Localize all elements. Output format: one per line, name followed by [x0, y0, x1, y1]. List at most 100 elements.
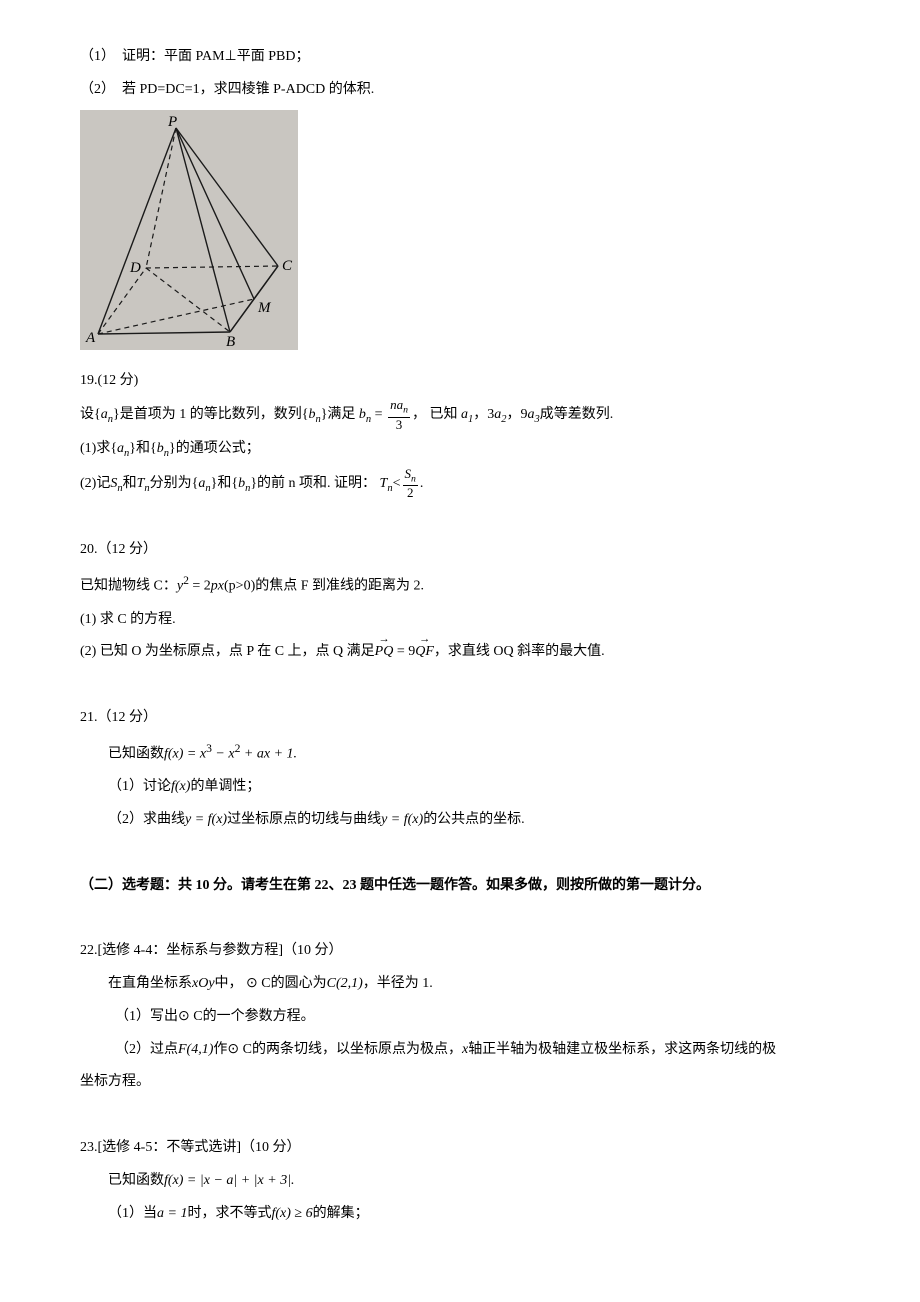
spacer [80, 670, 860, 701]
q22-l3: （2）过点F(4,1)作⊙ C的两条切线，以坐标原点为极点，x轴正半轴为极轴建立… [80, 1035, 860, 1066]
eq: = [371, 407, 386, 422]
q19-header: 19.(12 分) [80, 366, 860, 397]
t: 的单调性； [190, 779, 260, 794]
t: （1）写出 [115, 1009, 178, 1024]
q22-l1: 在直角坐标系xOy中， ⊙ C的圆心为C(2,1)，半径为 1. [80, 969, 860, 1000]
frac-nan3: nan3 [388, 398, 410, 432]
q21-l3: （2）求曲线y = f(x)过坐标原点的切线与曲线y = f(x)的公共点的坐标… [80, 805, 860, 836]
circC: ⊙ C [246, 976, 271, 991]
section2-title: （二）选考题：共 10 分。请考生在第 22、23 题中任选一题作答。如果多做，… [80, 871, 860, 902]
t: 的两条切线，以坐标原点为极点， [252, 1042, 462, 1057]
q20-l1: 已知抛物线 C：y2 = 2px(p>0)的焦点 F 到准线的距离为 2. [80, 568, 860, 602]
label-A: A [85, 330, 96, 346]
bn: bn [238, 476, 250, 491]
t: 已知函数 [108, 1173, 164, 1188]
C21: C(2,1) [327, 976, 363, 991]
Tn2: Tn [380, 476, 393, 491]
t: (2)记 [80, 476, 110, 491]
spacer [80, 838, 860, 869]
q21-l1: 已知函数f(x) = x3 − x2 + ax + 1. [80, 736, 860, 770]
t: 的公共点的坐标. [423, 812, 525, 827]
circC: ⊙ C [227, 1042, 252, 1057]
Tn: Tn [137, 476, 150, 491]
t: }的前 n 项和. 证明： [250, 476, 376, 491]
t: ，求直线 OQ 斜率的最大值. [434, 644, 605, 659]
bn: bn [308, 407, 320, 422]
lt: < [393, 476, 401, 491]
q23-l2: （1）当a = 1时，求不等式f(x) ≥ 6的解集； [80, 1199, 860, 1230]
label-M: M [257, 300, 272, 316]
t: 分别为{ [150, 476, 199, 491]
t: （2）求曲线 [108, 812, 185, 827]
q19-l2: (1)求{an}和{bn}的通项公式； [80, 434, 860, 465]
q18-part2: （2） 若 PD=DC=1，求四棱锥 P-ADCD 的体积. [80, 75, 860, 106]
t: (1)求{ [80, 441, 117, 456]
t: (2) 已知 O 为坐标原点，点 P 在 C 上，点 Q 满足 [80, 644, 375, 659]
t: + ax + 1. [240, 746, 297, 761]
t: 在直角坐标系 [108, 976, 192, 991]
q19-l1: 设{an}是首项为 1 的等比数列，数列{bn}满足 bn = nan3， 已知… [80, 398, 860, 432]
fx6: f(x) ≥ 6 [271, 1206, 312, 1221]
label-C: C [282, 258, 293, 274]
q18-part1: （1） 证明：平面 PAM⊥平面 PBD； [80, 42, 860, 73]
t: （2）过点 [115, 1042, 178, 1057]
t: （1）讨论 [108, 779, 171, 794]
q23-header: 23.[选修 4-5：不等式选讲]（10 分） [80, 1133, 860, 1164]
q21-header: 21.（12 分） [80, 703, 860, 734]
t: 设{ [80, 407, 101, 422]
t: 的解集； [313, 1206, 369, 1221]
t: }的通项公式； [169, 441, 260, 456]
spacer [80, 903, 860, 934]
an: an [117, 441, 129, 456]
label-D: D [129, 260, 141, 276]
Sn: Sn [110, 476, 122, 491]
an: an [198, 476, 210, 491]
q18-figure: P A B C D M [80, 110, 298, 350]
q23-l1: 已知函数f(x) = |x − a| + |x + 3|. [80, 1166, 860, 1197]
label-B: B [226, 334, 235, 350]
a1: a1 [461, 407, 473, 422]
frac-sn2: Sn2 [403, 467, 418, 501]
mid: = 9 [393, 644, 415, 659]
q20-l2: (1) 求 C 的方程. [80, 605, 860, 636]
q19-l3: (2)记Sn和Tn分别为{an}和{bn}的前 n 项和. 证明： Tn<Sn2… [80, 467, 860, 501]
t: 轴正半轴为极轴建立极坐标系，求这两条切线的极 [468, 1042, 776, 1057]
label-P: P [167, 114, 177, 130]
t: （1）当 [108, 1206, 157, 1221]
t: 已知抛物线 C： [80, 579, 177, 594]
t: ， 已知 [412, 407, 458, 422]
q21-l2: （1）讨论f(x)的单调性； [80, 772, 860, 803]
xoy: xOy [192, 976, 215, 991]
a2: a2 [494, 407, 506, 422]
q22-l2: （1）写出⊙ C的一个参数方程。 [80, 1002, 860, 1033]
q22-header: 22.[选修 4-4：坐标系与参数方程]（10 分） [80, 936, 860, 967]
bn: bn [157, 441, 169, 456]
eq: = 2 [189, 579, 211, 594]
a3: a3 [527, 407, 539, 422]
t: 的圆心为 [271, 976, 327, 991]
spacer [80, 503, 860, 534]
a1: a = 1 [157, 1206, 187, 1221]
spacer [80, 1100, 860, 1131]
yfx2: y = f(x) [381, 812, 423, 827]
q20-l3: (2) 已知 O 为坐标原点，点 P 在 C 上，点 Q 满足PQ = 9QF，… [80, 637, 860, 668]
F41: F(4,1) [178, 1042, 213, 1057]
t: (p>0)的焦点 F 到准线的距离为 2. [224, 579, 424, 594]
bn2: bn [359, 407, 371, 422]
fxabs: f(x) = |x − a| + |x + 3|. [164, 1173, 295, 1188]
t: 成等差数列. [540, 407, 614, 422]
t: 中， [215, 976, 247, 991]
t: ，3 [473, 407, 494, 422]
t: 作 [213, 1042, 227, 1057]
q22-l4: 坐标方程。 [80, 1067, 860, 1098]
t: }满足 [321, 407, 356, 422]
circC: ⊙ C [178, 1009, 203, 1024]
t: 的一个参数方程。 [203, 1009, 315, 1024]
t: }和{ [129, 441, 156, 456]
yfx: y = f(x) [185, 812, 227, 827]
t: }和{ [211, 476, 238, 491]
pyramid-diagram: P A B C D M [80, 110, 298, 350]
t: }是首项为 1 的等比数列，数列{ [113, 407, 308, 422]
vec-QF: QF [415, 637, 434, 668]
an: an [101, 407, 113, 422]
